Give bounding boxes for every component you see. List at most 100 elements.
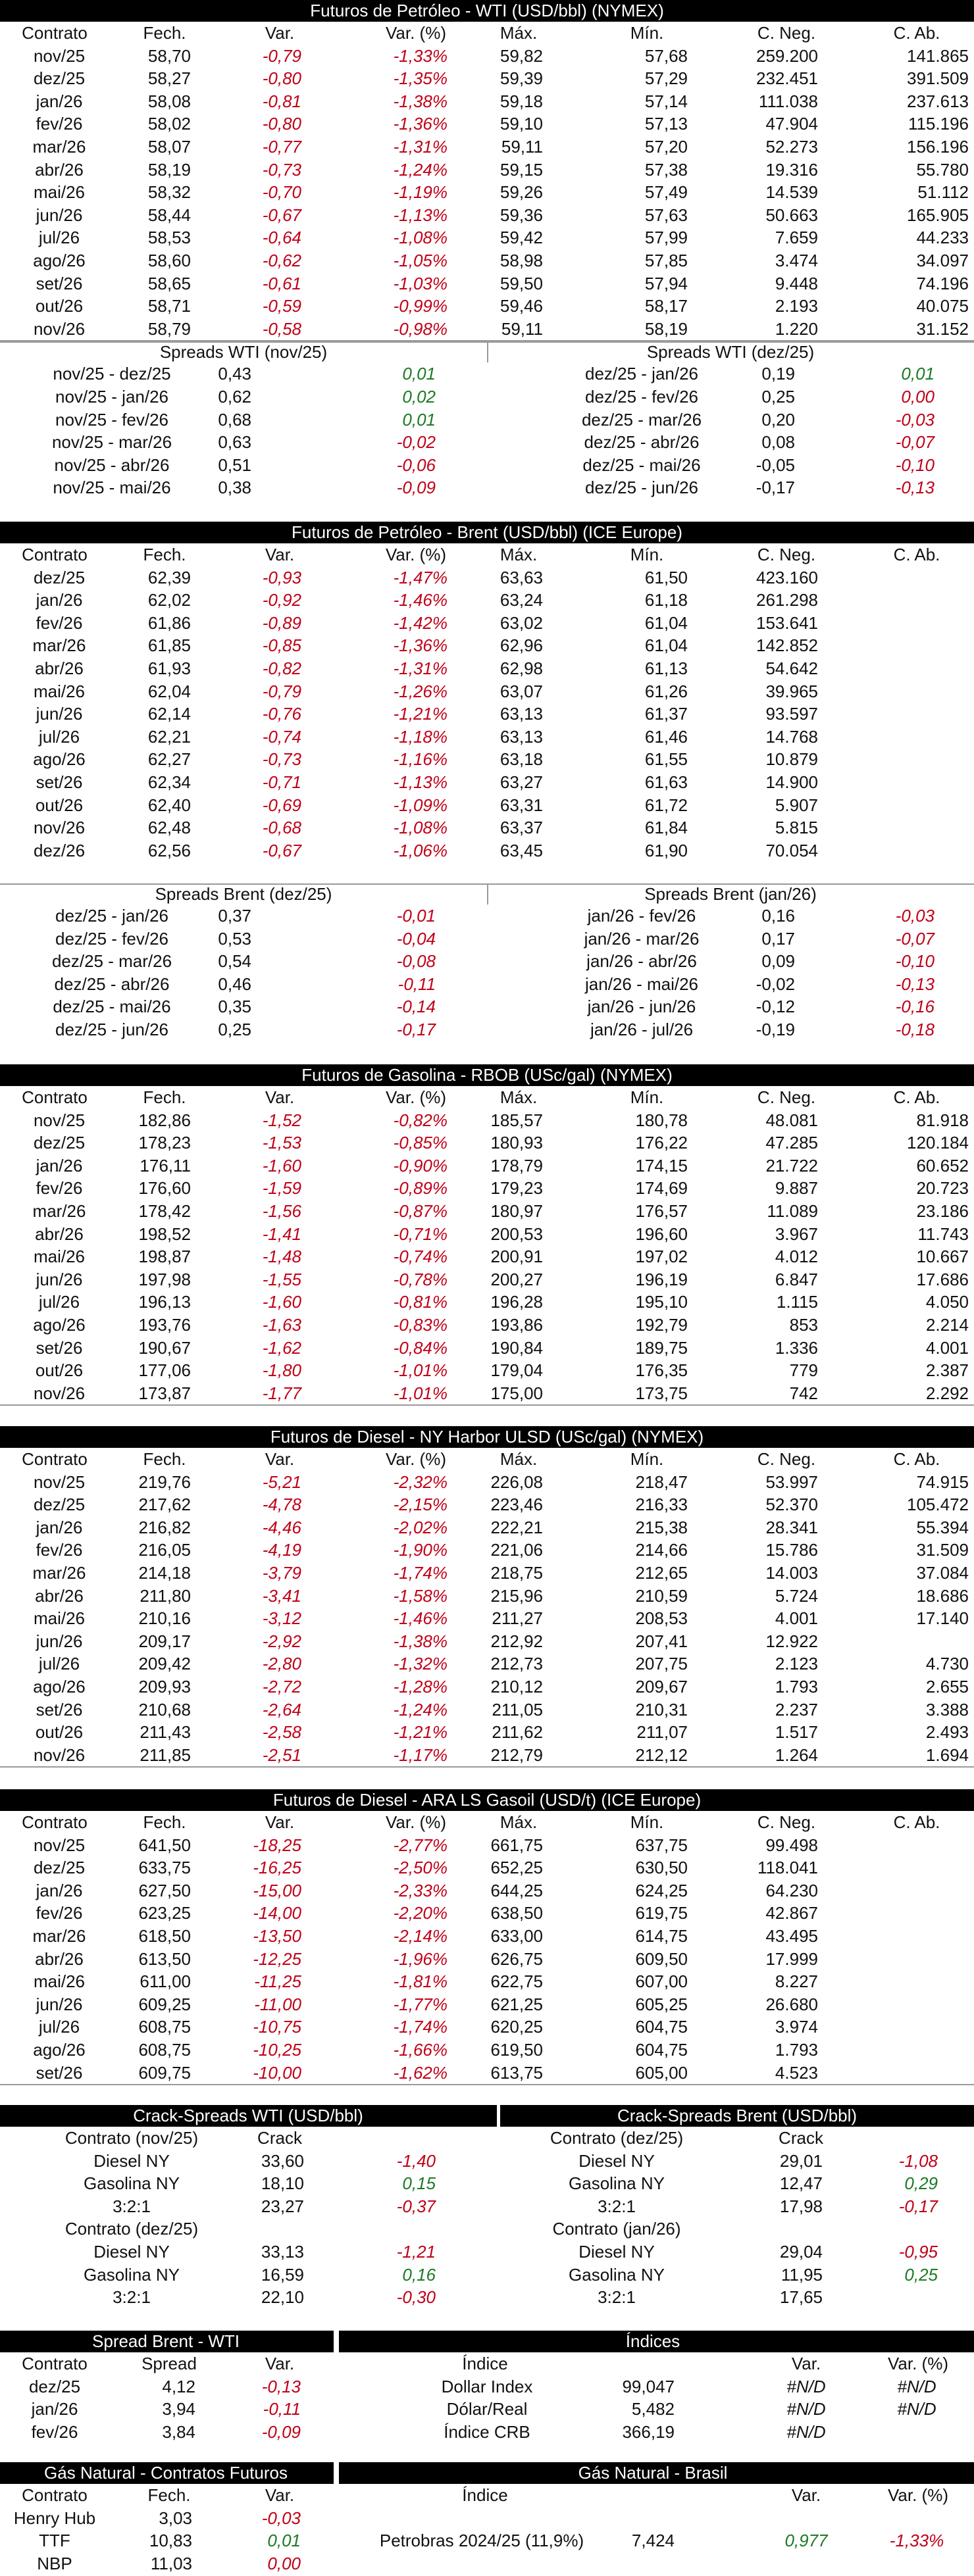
cell: 2.193	[775, 296, 818, 316]
cell: 10,83	[149, 2531, 192, 2551]
title-bar	[339, 2462, 974, 2484]
change-value: -2,33%	[393, 1880, 448, 1900]
cell: 259.200	[756, 45, 818, 66]
cell: 853	[789, 1315, 818, 1335]
cell: 57,20	[644, 137, 688, 157]
cell: 5.907	[775, 795, 818, 815]
cell: set/26	[36, 772, 83, 792]
cell: 5.724	[775, 1585, 818, 1606]
cell: 0,25	[218, 1020, 251, 1039]
cell: 216,33	[635, 1495, 688, 1515]
cell: 62,14	[147, 704, 191, 724]
cell: 10.667	[916, 1247, 969, 1267]
cell: Gasolina NY	[569, 2264, 665, 2285]
cell: 219,76	[138, 1472, 191, 1492]
cell: 61,26	[644, 681, 688, 701]
cell: 63,45	[500, 840, 543, 860]
change-value: -0,69	[262, 795, 301, 815]
column-header: C. Ab.	[893, 1812, 940, 1832]
cell: jan/26	[36, 1517, 83, 1537]
change-value: -11,00	[254, 1994, 301, 2014]
cell: dez/25 - mai/26	[582, 455, 701, 475]
change-value: -4,46	[262, 1517, 301, 1537]
cell: 196,28	[490, 1292, 543, 1312]
cell: 61,13	[644, 658, 688, 678]
change-value: -0,62	[262, 251, 301, 270]
cell: 4.730	[925, 1654, 969, 1674]
change-value: -0,87%	[393, 1201, 448, 1221]
column-header: Mín.	[630, 1087, 664, 1107]
change-value: -0,67	[262, 205, 301, 225]
cell: 23,27	[261, 2196, 304, 2216]
change-value: -0,79	[262, 681, 301, 701]
column-header: Var.	[265, 2485, 295, 2505]
cell: 176,22	[635, 1133, 688, 1153]
cell: nov/26	[33, 818, 86, 838]
cell: 14.003	[765, 1563, 818, 1583]
column-header: Var. (%)	[386, 1087, 446, 1107]
cell: 215,38	[635, 1517, 688, 1537]
cell: dez/25	[33, 68, 86, 89]
cell: 4.012	[775, 1247, 818, 1267]
cell: 59,50	[500, 273, 543, 293]
column-header: Contrato (dez/25)	[64, 2219, 199, 2239]
cell: fev/26	[36, 1178, 83, 1199]
cell: 63,31	[500, 795, 543, 815]
change-value: -2,51	[262, 1745, 301, 1765]
cell: 61,50	[644, 567, 688, 587]
cell: 58,70	[147, 45, 191, 66]
cell: 6.847	[775, 1269, 818, 1289]
cell: set/26	[36, 1699, 83, 1720]
cell: 0,68	[218, 409, 251, 430]
change-value: -0,37	[396, 2196, 436, 2216]
column-header: Contrato	[22, 2485, 88, 2505]
cell: 176,11	[140, 1155, 191, 1176]
cell: mar/26	[32, 1201, 86, 1221]
cell: 3:2:1	[598, 2287, 636, 2308]
cell: 2.387	[925, 1360, 969, 1381]
cell: 173,87	[138, 1383, 191, 1403]
cell: -0,17	[756, 478, 795, 498]
cell: 623,25	[138, 1903, 191, 1923]
cell: 59,11	[501, 318, 543, 339]
cell: 212,92	[490, 1631, 543, 1651]
column-header: Var.	[791, 2354, 821, 2373]
cell: 0,08	[761, 432, 795, 453]
change-value: -0,89	[262, 612, 301, 633]
cell: dez/25 - jan/26	[55, 906, 169, 926]
cell: 58,65	[147, 273, 191, 293]
cell: 195,10	[635, 1292, 688, 1312]
column-header: Var. (%)	[386, 1449, 446, 1469]
change-value: -1,80	[262, 1360, 301, 1381]
cell: 52.273	[765, 137, 818, 157]
change-value: -1,32%	[393, 1654, 448, 1674]
change-value: -0,89%	[393, 1178, 448, 1199]
cell: dez/25 - jun/26	[584, 478, 699, 498]
change-value: -10,00	[253, 2062, 301, 2083]
cell: 57,85	[644, 251, 688, 270]
cell: 3:2:1	[598, 2196, 636, 2216]
cell: 17.686	[916, 1269, 969, 1289]
cell: 0,35	[218, 997, 251, 1017]
cell: 3,94	[162, 2399, 195, 2419]
change-value: -0,85%	[393, 1133, 448, 1153]
change-value: -1,24%	[393, 1699, 448, 1720]
column-header: Var.	[791, 2485, 821, 2505]
cell: 58,79	[147, 318, 191, 339]
column-header: Contrato	[22, 23, 88, 43]
column-header: Spread	[141, 2354, 197, 2373]
cell: abr/26	[35, 658, 84, 678]
cell: jul/26	[38, 1654, 80, 1674]
column-header: C. Ab.	[893, 1087, 940, 1107]
change-value: -0,84%	[393, 1337, 448, 1358]
cell: 212,65	[635, 1563, 688, 1583]
cell: 0,54	[218, 951, 251, 972]
cell: mai/26	[33, 1608, 86, 1629]
separator	[0, 1766, 974, 1768]
cell: 47.904	[765, 114, 818, 134]
cell: 609,50	[635, 1948, 688, 1969]
change-value: 0,02	[402, 387, 436, 407]
change-value: -1,33%	[889, 2531, 944, 2551]
cell: 61,72	[644, 795, 688, 815]
cell: 0,43	[218, 364, 251, 384]
